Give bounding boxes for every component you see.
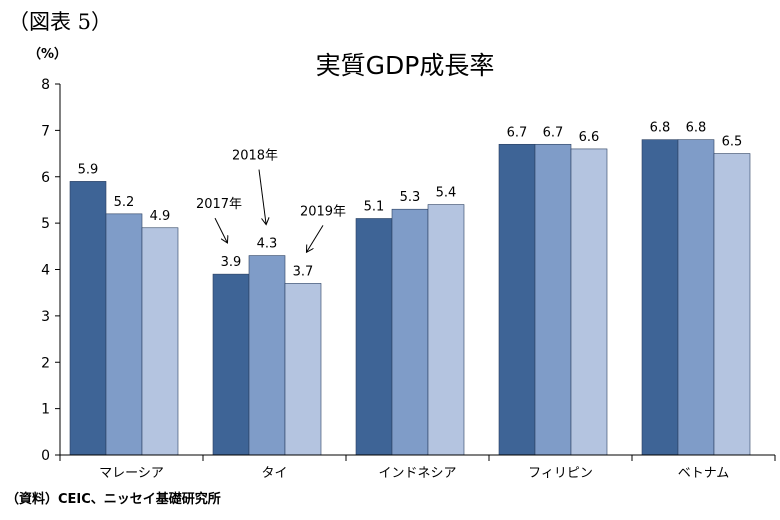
data-label: 6.8 [650,121,671,136]
data-label: 4.3 [257,237,278,252]
source-note: （資料）CEIC、ニッセイ基礎研究所 [6,492,221,507]
y-axis: 0 1 2 3 4 5 6 7 8 [41,77,61,464]
annotation-label-2018: 2018年 [232,149,278,164]
y-tick-label: 6 [41,170,50,186]
bar [105,213,143,456]
figure-label: （図表 5） [8,10,113,34]
bar [427,204,465,456]
y-tick-label: 5 [41,216,50,232]
bar [212,273,250,456]
x-category-label: ベトナム [678,466,730,481]
data-label: 4.9 [150,209,171,224]
annotation-arrow-2018 [258,169,266,224]
x-category-label: マレーシア [99,466,164,481]
y-tick-label: 3 [41,309,50,325]
x-axis: マレーシア タイ インドネシア フィリピン ベトナム [59,454,776,481]
y-tick-label: 0 [41,448,50,464]
x-category-label: インドネシア [378,466,456,481]
bar-series-group: 5.9 5.2 4.9 3.9 4.3 3.7 5.1 5.3 5.4 6.7 6.7 6.6 6.8 6… [69,121,751,456]
data-label: 6.7 [543,125,564,140]
annotation-arrow-2017 [214,217,227,242]
data-label: 6.8 [686,121,707,136]
bar [391,208,429,456]
year-annotations: 2017年 2018年 2019年 [196,149,346,252]
bar [534,143,572,456]
data-label: 6.5 [722,135,743,150]
bar [248,255,286,456]
x-category-label: フィリピン [528,466,593,481]
y-tick-label: 4 [41,263,50,279]
bar [713,153,751,456]
bar [570,148,608,456]
y-axis-unit-label: （%） [28,46,67,62]
data-label: 3.7 [293,264,314,279]
bar [677,139,715,456]
data-label: 6.6 [579,130,600,145]
data-label: 3.9 [221,255,242,270]
annotation-label-2019: 2019年 [300,204,346,219]
data-label: 5.9 [78,162,99,177]
data-label: 5.3 [400,190,421,205]
bar [141,227,179,456]
bar [69,181,107,456]
annotation-label-2017: 2017年 [196,197,242,212]
y-tick-label: 1 [41,402,50,418]
chart-title: 実質GDP成長率 [316,51,495,80]
data-label: 5.4 [436,186,457,201]
bar [284,283,322,456]
data-label: 6.7 [507,125,528,140]
data-label: 5.1 [364,199,385,214]
bar [498,143,536,456]
y-tick-label: 8 [41,77,50,93]
bar [641,139,679,456]
annotation-arrow-2019 [307,225,324,251]
y-tick-label: 2 [41,355,50,371]
x-category-label: タイ [261,466,287,481]
y-tick-label: 7 [41,123,50,139]
bar [355,218,393,456]
data-label: 5.2 [114,195,135,210]
